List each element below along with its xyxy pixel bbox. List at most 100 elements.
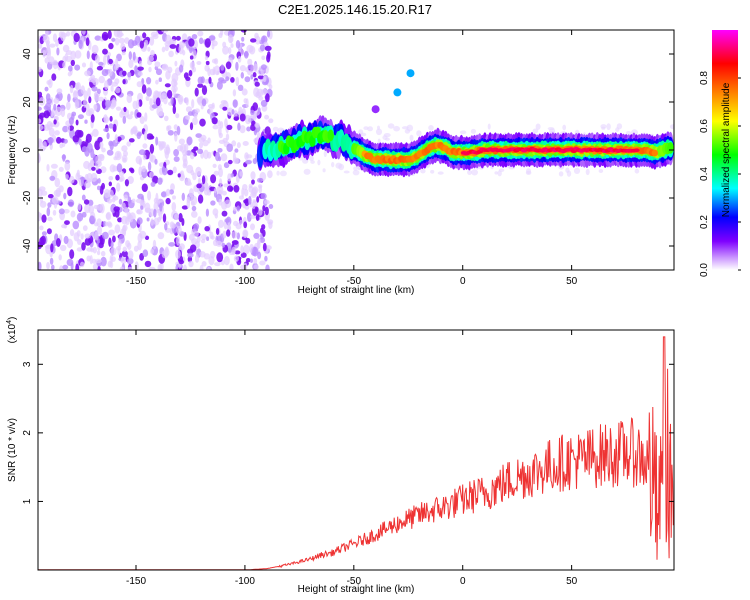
noise-speckle bbox=[185, 76, 191, 82]
noise-speckle bbox=[233, 185, 240, 193]
noise-speckle bbox=[56, 136, 62, 144]
noise-speckle bbox=[45, 244, 52, 249]
noise-speckle bbox=[230, 77, 235, 83]
noise-speckle bbox=[127, 39, 135, 49]
noise-speckle bbox=[144, 260, 152, 268]
noise-speckle bbox=[62, 154, 66, 162]
halo-speckle bbox=[352, 169, 360, 176]
noise-speckle bbox=[188, 260, 194, 268]
noise-speckle bbox=[246, 126, 251, 132]
noise-speckle bbox=[99, 234, 103, 245]
noise-speckle bbox=[232, 99, 238, 108]
noise-speckle bbox=[128, 59, 134, 69]
noise-speckle bbox=[149, 36, 155, 46]
noise-speckle bbox=[51, 264, 55, 270]
noise-speckle bbox=[84, 237, 92, 246]
noise-speckle bbox=[161, 46, 166, 53]
noise-speckle bbox=[101, 31, 109, 41]
noise-speckle bbox=[258, 95, 264, 101]
noise-speckle bbox=[98, 61, 104, 66]
noise-speckle bbox=[190, 169, 195, 176]
noise-speckle bbox=[181, 192, 185, 201]
halo-speckle bbox=[573, 167, 581, 174]
noise-speckle bbox=[257, 177, 263, 183]
noise-speckle bbox=[84, 119, 88, 124]
noise-speckle bbox=[70, 50, 77, 60]
halo-speckle bbox=[669, 124, 674, 130]
noise-speckle bbox=[118, 198, 123, 205]
noise-speckle bbox=[172, 87, 177, 97]
noise-speckle bbox=[226, 229, 231, 237]
noise-speckle bbox=[264, 206, 269, 216]
noise-speckle bbox=[174, 213, 179, 221]
noise-speckle bbox=[107, 189, 114, 198]
halo-speckle bbox=[430, 169, 435, 174]
noise-speckle bbox=[38, 43, 43, 49]
noise-speckle bbox=[158, 143, 163, 151]
noise-speckle bbox=[77, 202, 82, 211]
noise-speckle bbox=[165, 144, 170, 154]
noise-speckle bbox=[218, 167, 224, 178]
halo-speckle bbox=[535, 123, 541, 130]
noise-speckle bbox=[149, 171, 155, 178]
noise-speckle bbox=[183, 264, 187, 270]
noise-speckle bbox=[248, 195, 252, 205]
noise-speckle bbox=[198, 37, 204, 45]
noise-speckle bbox=[194, 113, 198, 119]
noise-speckle bbox=[251, 187, 257, 197]
noise-speckle bbox=[243, 188, 249, 197]
noise-speckle bbox=[164, 115, 169, 122]
noise-speckle bbox=[158, 111, 165, 116]
noise-speckle bbox=[165, 197, 171, 205]
noise-speckle bbox=[157, 177, 163, 185]
noise-speckle bbox=[90, 77, 97, 83]
noise-speckle bbox=[218, 198, 223, 206]
noise-speckle bbox=[162, 213, 167, 223]
noise-speckle bbox=[44, 57, 50, 64]
noise-speckle bbox=[175, 35, 181, 41]
noise-speckle bbox=[152, 175, 159, 184]
noise-speckle bbox=[84, 233, 91, 239]
noise-speckle bbox=[134, 261, 139, 270]
snr-y-axis-label: SNR (10 * v/v) bbox=[7, 418, 18, 482]
noise-speckle bbox=[153, 208, 157, 218]
noise-speckle bbox=[225, 61, 232, 70]
noise-speckle bbox=[72, 135, 80, 143]
noise-speckle bbox=[104, 80, 109, 91]
noise-speckle bbox=[96, 204, 103, 211]
noise-speckle bbox=[167, 169, 174, 176]
noise-speckle bbox=[233, 116, 240, 121]
noise-speckle bbox=[165, 188, 171, 197]
noise-speckle bbox=[123, 106, 127, 112]
noise-speckle bbox=[85, 37, 90, 47]
halo-speckle bbox=[558, 171, 564, 177]
noise-speckle bbox=[46, 43, 51, 54]
ridge-cell bbox=[651, 149, 658, 157]
noise-speckle bbox=[200, 234, 207, 241]
isolated-blob bbox=[371, 105, 380, 114]
noise-speckle bbox=[109, 115, 113, 122]
noise-speckle bbox=[100, 250, 106, 257]
noise-speckle bbox=[38, 153, 41, 163]
noise-speckle bbox=[233, 206, 238, 212]
colorbar-tick-label: 0.0 bbox=[699, 263, 710, 277]
noise-speckle bbox=[94, 35, 102, 41]
x-tick-label: -100 bbox=[235, 576, 255, 587]
halo-speckle bbox=[585, 168, 590, 176]
noise-speckle bbox=[241, 187, 245, 198]
noise-speckle bbox=[90, 247, 94, 253]
noise-speckle bbox=[260, 99, 268, 107]
halo-speckle bbox=[471, 169, 478, 176]
noise-speckle bbox=[245, 258, 251, 263]
halo-speckle bbox=[566, 170, 572, 177]
noise-speckle bbox=[150, 248, 155, 254]
noise-speckle bbox=[150, 181, 156, 187]
halo-speckle bbox=[322, 168, 326, 173]
noise-speckle bbox=[252, 102, 258, 111]
noise-speckle bbox=[224, 218, 230, 223]
noise-speckle bbox=[243, 244, 250, 255]
noise-speckle bbox=[144, 112, 148, 122]
noise-speckle bbox=[212, 124, 219, 130]
spectrogram-y-ticks: -40 -20 0 20 40 bbox=[22, 48, 674, 253]
noise-speckle bbox=[130, 168, 135, 174]
